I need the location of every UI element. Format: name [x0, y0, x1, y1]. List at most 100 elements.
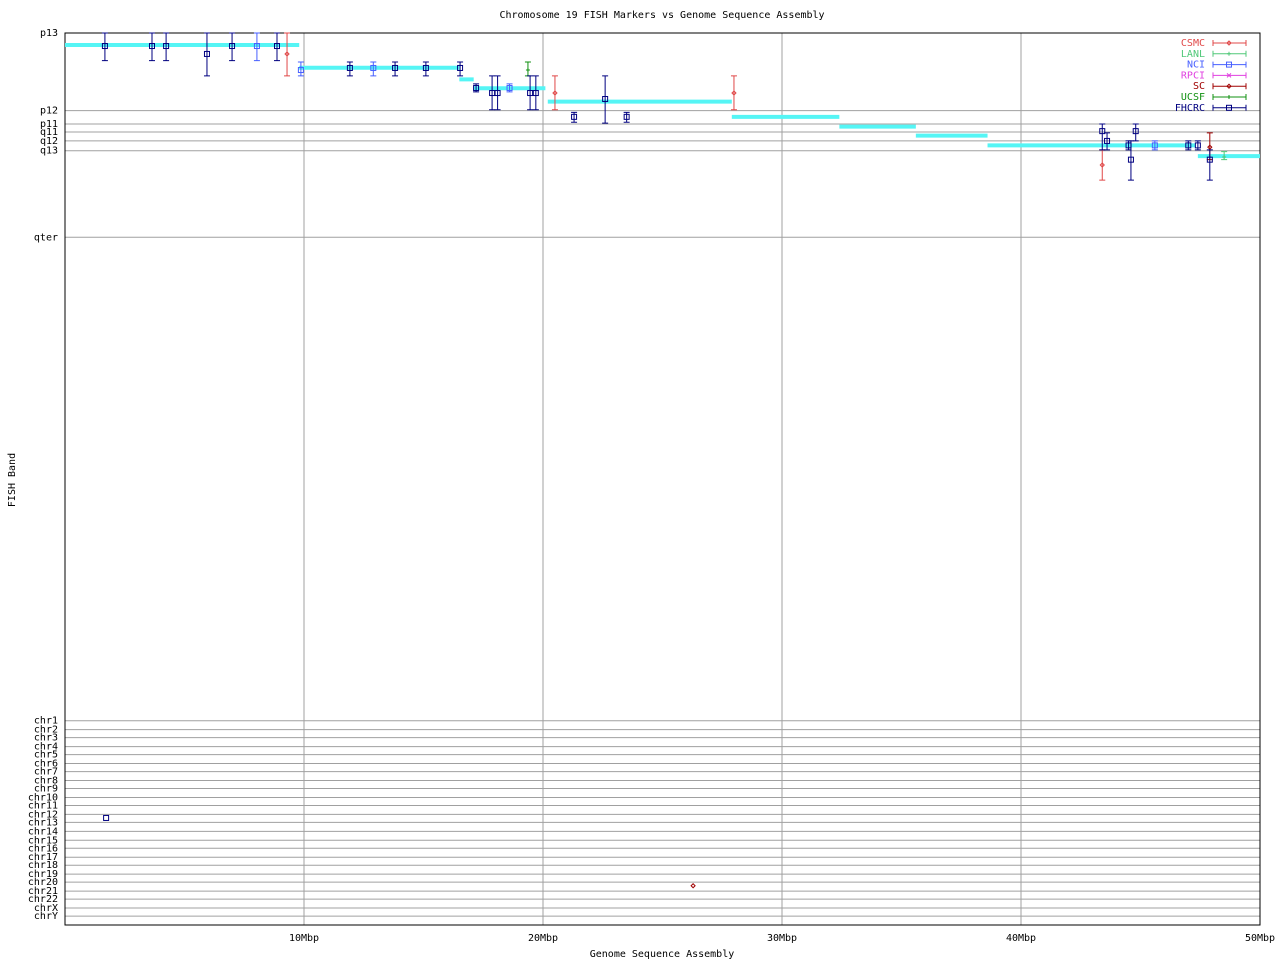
- y-tick-label: chr6: [34, 759, 58, 770]
- marker: [284, 51, 290, 57]
- x-tick-label: 20Mbp: [528, 933, 558, 944]
- legend-line: [1212, 61, 1247, 68]
- marker: [525, 68, 530, 73]
- legend-marker: [1226, 83, 1232, 89]
- y-tick-label: qter: [34, 232, 58, 243]
- error-bar: [148, 32, 155, 62]
- error-bar: [532, 75, 539, 111]
- marker: [1127, 156, 1134, 163]
- y-tick-label: chr9: [34, 784, 58, 795]
- y-tick-label: chr16: [28, 843, 58, 854]
- marker: [1099, 162, 1105, 168]
- y-tick-label: chr2: [34, 725, 58, 736]
- legend-label: UCSF: [1181, 92, 1205, 103]
- marker: [203, 50, 210, 57]
- marker: [422, 64, 429, 71]
- marker: [690, 883, 696, 889]
- y-tick-label: q13: [40, 146, 58, 157]
- marker: [532, 90, 539, 97]
- y-tick-label: chr4: [34, 742, 58, 753]
- error-bar: [489, 75, 496, 111]
- marker: [1132, 128, 1139, 135]
- error-bar: [457, 61, 464, 77]
- error-bar: [1206, 149, 1213, 181]
- y-tick-label: p12: [40, 106, 58, 117]
- error-bar: [273, 32, 280, 62]
- legend-line: [1212, 104, 1247, 111]
- y-tick-label: chr1: [34, 716, 58, 727]
- error-bar: [1132, 123, 1139, 142]
- y-tick-label: p11: [40, 119, 58, 130]
- y-tick-label: chr7: [34, 767, 58, 778]
- y-tick-label: chr18: [28, 860, 58, 871]
- marker: [506, 85, 513, 92]
- y-tick-label: chr21: [28, 886, 58, 897]
- marker: [101, 43, 108, 50]
- marker: [370, 64, 377, 71]
- y-tick-label: chr15: [28, 835, 58, 846]
- x-axis-label: Genome Sequence Assembly: [590, 949, 735, 960]
- marker: [229, 43, 236, 50]
- y-tick-label: chr5: [34, 750, 58, 761]
- y-tick-label: chr17: [28, 852, 58, 863]
- error-bar: [494, 75, 501, 111]
- error-bar: [730, 75, 737, 111]
- y-tick-label: q11: [40, 127, 58, 138]
- marker: [273, 43, 280, 50]
- legend-marker: [1226, 73, 1232, 78]
- y-tick-label: q12: [40, 136, 58, 147]
- marker: [527, 90, 534, 97]
- error-bar: [1104, 132, 1111, 151]
- x-tick-label: 30Mbp: [767, 933, 797, 944]
- marker: [623, 113, 630, 120]
- error-bar: [346, 61, 353, 77]
- legend-marker: [1226, 40, 1232, 46]
- error-bar: [253, 32, 260, 62]
- legend-marker: [1227, 95, 1231, 99]
- legend-label: CSMC: [1181, 38, 1205, 49]
- marker: [1151, 142, 1158, 149]
- legend-label: RPCI: [1181, 70, 1205, 81]
- marker: [602, 96, 609, 103]
- marker: [148, 43, 155, 50]
- legend-marker: [1226, 104, 1232, 111]
- marker: [494, 90, 501, 97]
- marker: [392, 64, 399, 71]
- error-bar: [392, 61, 399, 77]
- error-bar: [602, 75, 609, 124]
- plot-border: [64, 32, 1261, 926]
- y-tick-label: chr19: [28, 869, 58, 880]
- y-axis-label: FISH Band: [7, 453, 18, 507]
- legend-label: FHCRC: [1175, 103, 1205, 114]
- chart-title: Chromosome 19 FISH Markers vs Genome Seq…: [499, 10, 824, 21]
- y-tick-label: chrY: [34, 911, 58, 922]
- y-tick-label: chr8: [34, 775, 58, 786]
- y-tick-label: chr10: [28, 792, 58, 803]
- marker: [103, 814, 110, 821]
- error-bar: [101, 32, 108, 62]
- x-tick-label: 40Mbp: [1006, 933, 1036, 944]
- y-tick-label: chr3: [34, 733, 58, 744]
- legend-label: SC: [1193, 81, 1205, 92]
- y-tick-label: chr11: [28, 800, 58, 811]
- marker: [1222, 154, 1227, 159]
- marker: [1206, 156, 1213, 163]
- legend-marker: [1226, 61, 1232, 68]
- marker: [163, 43, 170, 50]
- y-tick-label: chr14: [28, 826, 58, 837]
- x-tick-label: 10Mbp: [289, 933, 319, 944]
- marker: [1104, 137, 1111, 144]
- marker: [253, 43, 260, 50]
- legend-marker: [1227, 51, 1231, 56]
- legend-line: [1212, 83, 1247, 90]
- y-tick-label: chr12: [28, 809, 58, 820]
- marker: [346, 64, 353, 71]
- marker: [731, 90, 737, 96]
- marker: [1185, 142, 1192, 149]
- error-bar: [229, 32, 236, 62]
- legend-label: LANL: [1181, 49, 1205, 60]
- error-bar: [284, 32, 291, 77]
- error-bar: [297, 61, 304, 77]
- y-tick-label: chrX: [34, 903, 58, 914]
